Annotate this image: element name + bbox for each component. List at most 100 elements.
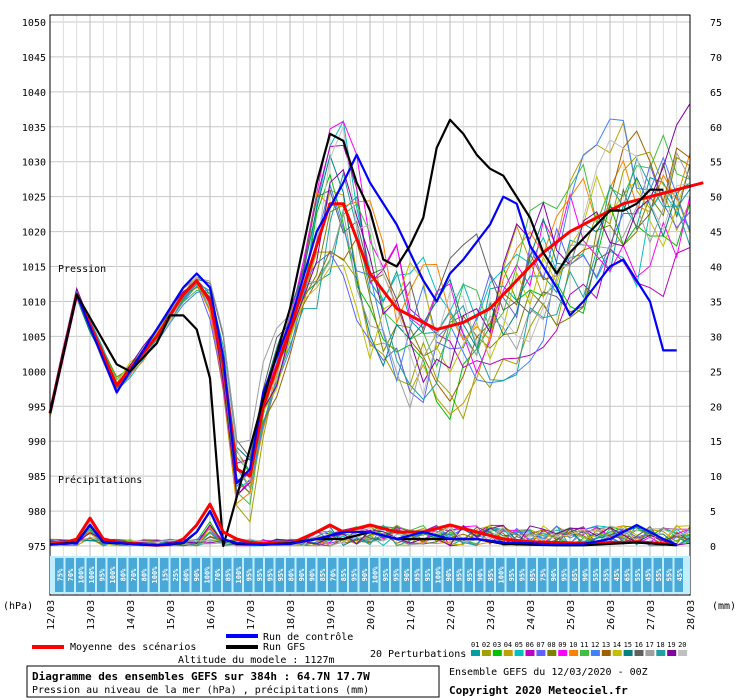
probability-label: 95% [413,568,421,581]
right-tick-label: 55 [710,158,722,169]
copyright-label: Copyright 2020 Meteociel.fr [449,684,628,697]
perturbation-number: 01 [471,641,479,649]
probability-label: 100% [203,566,211,584]
x-axis-labels: 12/03 13/03 14/03 15/03 16/03 17/03 18/03 19/03… [46,600,697,630]
probability-label: 95% [529,568,537,581]
probability-cell [433,558,442,592]
perturbation-number: 12 [591,641,599,649]
probability-cell [590,558,599,592]
probability-cell [643,558,652,592]
probability-cell [664,558,673,592]
probability-label: 55% [655,568,663,581]
probability-label: 95% [508,568,516,581]
probability-label: 65% [623,568,631,581]
probability-label: 95% [487,568,495,581]
probability-cell [202,558,211,592]
probability-cell [97,558,106,592]
probability-label: 90% [403,568,411,581]
left-tick-label: 1010 [22,297,46,308]
probability-cell [506,558,515,592]
probability-label: 80% [119,568,127,581]
probability-cell [527,558,536,592]
probability-label: 60% [182,568,190,581]
probability-cell [496,558,505,592]
x-date-label: 12/03 [46,600,57,630]
perturbation-swatch [547,650,557,656]
probability-label: 25% [172,568,180,581]
left-tick-label: 1000 [22,367,46,378]
right-tick-label: 40 [710,263,722,274]
perturbation-swatch [471,650,480,656]
diagram-subtitle: Pression au niveau de la mer (hPa) , pré… [32,684,369,696]
perturbation-legend: 01 02 03 04 05 06 07 08 09 10 11 12 13 14 15 16 17 18 19 20 [471,641,688,656]
left-tick-label: 1045 [22,53,46,64]
probability-label: 95% [518,568,526,581]
probability-label: 100% [434,566,442,584]
left-tick-label: 990 [28,437,46,448]
perturbation-swatch [601,650,611,656]
perturbation-number: 13 [602,641,610,649]
probability-label: 70% [67,568,75,581]
x-date-label: 24/03 [526,600,537,630]
x-date-label: 15/03 [166,600,177,630]
probability-label: 100% [109,566,117,584]
probability-cell [244,558,253,592]
probability-label: 90% [308,568,316,581]
probability-label: 70% [214,568,222,581]
probability-cell [338,558,347,592]
probability-label: 55% [665,568,673,581]
probability-cell [296,558,305,592]
right-tick-label: 45 [710,228,722,239]
probability-cell [611,558,620,592]
left-tick-label: 1030 [22,158,46,169]
probability-label: 95% [382,568,390,581]
left-tick-label: 985 [28,472,46,483]
left-tick-label: 980 [28,507,46,518]
perturbation-number: 20 [678,641,686,649]
left-tick-label: 1040 [22,88,46,99]
probability-label: 100% [151,566,159,584]
left-tick-label: 975 [28,542,46,553]
series-line-precip [49,510,678,547]
probability-label: 100% [497,566,505,584]
perturbation-number: 19 [667,641,675,649]
perturbation-precip-line [49,523,691,547]
probability-cell [517,558,526,592]
right-tick-label: 5 [710,507,716,518]
left-tick-label: 1015 [22,263,46,274]
perturbation-number: 08 [547,641,555,649]
x-date-label: 27/03 [646,600,657,630]
perturbation-number: 07 [536,641,544,649]
probability-label: 100% [235,566,243,584]
perturbation-number: 04 [504,641,512,649]
probability-label: 75% [539,568,547,581]
x-date-label: 19/03 [326,600,337,630]
probability-label: 45% [676,568,684,581]
probability-cell [580,558,589,592]
probability-cell [86,558,95,592]
perturbation-swatch [656,650,666,656]
right-tick-label: 75 [710,18,722,29]
probability-label: 95% [98,568,106,581]
perturbation-number: 05 [515,641,523,649]
probability-cell [674,558,683,592]
right-tick-label: 50 [710,193,722,204]
perturbation-number: 10 [569,641,577,649]
probability-label: 55% [634,568,642,581]
perturbation-precip-line [49,520,691,547]
probability-cell [118,558,127,592]
perturbation-swatch [667,650,677,656]
legend: Moyenne des scénarios Run de contrôle Ru… [32,631,688,666]
probability-cell [359,558,368,592]
perturbation-swatch [612,650,622,656]
plot-frame [49,14,691,596]
probability-cell [265,558,274,592]
perturbation-swatch [634,650,644,656]
probability-label: 90% [581,568,589,581]
x-date-label: 18/03 [286,600,297,630]
probability-cell [275,558,284,592]
right-axis-labels: 0 5 10 15 20 25 30 35 40 45 50 55 60 65 70 75 [710,18,722,553]
gfs-legend-label: Run GFS [263,642,305,653]
right-tick-label: 30 [710,332,722,343]
info-box [26,665,440,698]
